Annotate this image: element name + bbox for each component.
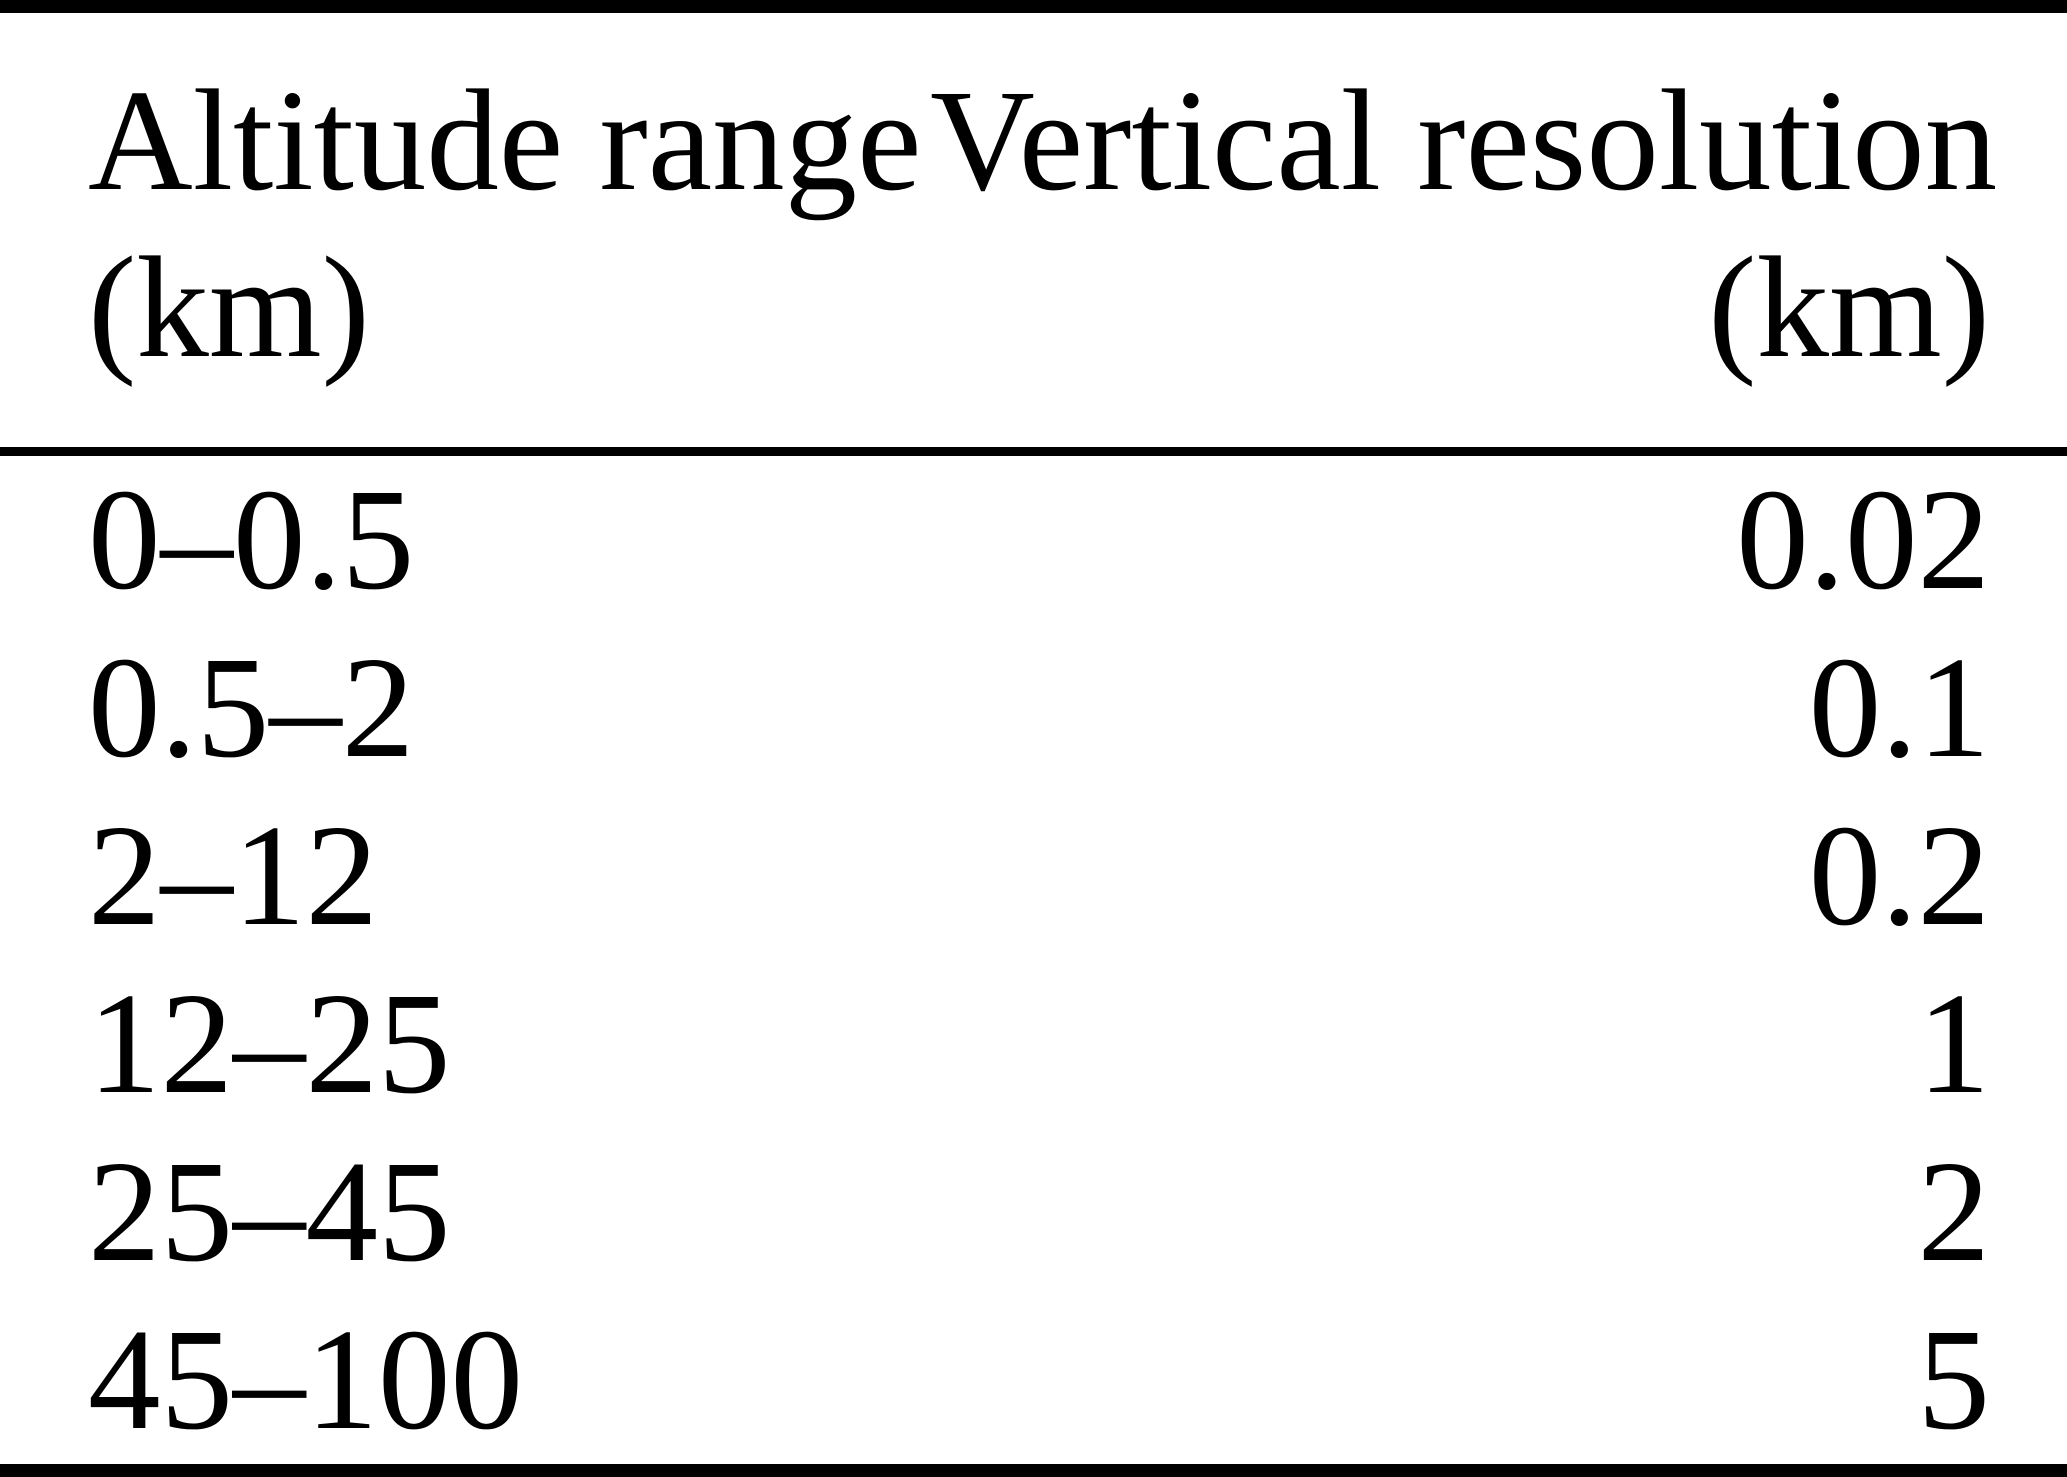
cell-altitude-range: 45–100 — [88, 1300, 523, 1460]
cell-vertical-resolution: 1 — [1917, 964, 1991, 1124]
table-row: 25–45 2 — [0, 1128, 2067, 1296]
table-body: 0–0.5 0.02 0.5–2 0.1 2–12 0.2 12–25 1 25–45 2 45–1… — [0, 452, 2067, 1471]
table-row: 45–100 5 — [0, 1296, 2067, 1471]
table-row: 0.5–2 0.1 — [0, 624, 2067, 792]
table-row: 2–12 0.2 — [0, 792, 2067, 960]
cell-vertical-resolution: 0.1 — [1808, 628, 1990, 788]
table-header: Altitude range (km) Vertical resolution … — [0, 6, 2067, 456]
header-vertical-resolution-label: Vertical resolution — [930, 61, 1998, 221]
cell-vertical-resolution: 0.02 — [1736, 460, 1990, 620]
cell-vertical-resolution: 2 — [1917, 1132, 1991, 1292]
header-vertical-resolution: Vertical resolution (km) — [930, 6, 2067, 456]
header-altitude-range-label: Altitude range — [88, 61, 922, 221]
table-row: 12–25 1 — [0, 960, 2067, 1128]
cell-altitude-range: 12–25 — [88, 964, 451, 1124]
cell-altitude-range: 0–0.5 — [88, 460, 415, 620]
cell-altitude-range: 25–45 — [88, 1132, 451, 1292]
header-altitude-range-unit: (km) — [88, 228, 370, 388]
header-vertical-resolution-unit: (km) — [1708, 228, 1990, 388]
cell-vertical-resolution: 5 — [1917, 1300, 1991, 1460]
cell-altitude-range: 0.5–2 — [88, 628, 415, 788]
header-altitude-range: Altitude range (km) — [0, 6, 931, 456]
cell-altitude-range: 2–12 — [88, 796, 378, 956]
cell-vertical-resolution: 0.2 — [1808, 796, 1990, 956]
table-header-row: Altitude range (km) Vertical resolution … — [0, 6, 2067, 456]
table-row: 0–0.5 0.02 — [0, 452, 2067, 625]
